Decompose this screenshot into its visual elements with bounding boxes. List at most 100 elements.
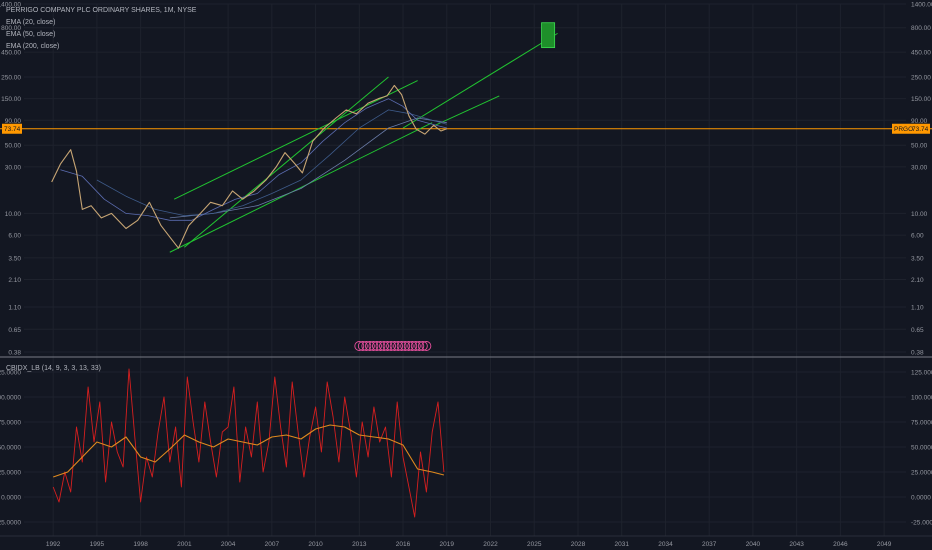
price-line-series xyxy=(51,84,447,249)
xtick-label: 2028 xyxy=(571,541,586,548)
xtick-label: 2034 xyxy=(658,541,673,548)
ytick-label-right: 10.00 xyxy=(911,211,928,218)
ytick-label-left: 0.65 xyxy=(8,327,21,334)
ytick-label-left: 0.38 xyxy=(8,350,21,357)
chart-title: PERRIGO COMPANY PLC ORDINARY SHARES, 1M,… xyxy=(6,7,197,14)
event-marker-circle[interactable] xyxy=(379,341,389,351)
event-marker-circle[interactable] xyxy=(403,341,414,351)
oscillator-pane-grid xyxy=(24,371,906,523)
event-marker-circle[interactable] xyxy=(372,341,382,351)
event-marker-circle[interactable] xyxy=(389,341,400,351)
ytick-label-left: 450.00 xyxy=(1,50,21,57)
oscillator-signal-line xyxy=(53,424,445,478)
xtick-label: 2031 xyxy=(614,541,629,548)
trendline[interactable] xyxy=(402,32,558,129)
time-axis[interactable]: 1992 1995 1998 2001 2004 2007 2010 2013 2016 2019… xyxy=(46,541,892,548)
ema-line xyxy=(60,98,447,221)
osc-ytick-label-left: 100.0000 xyxy=(0,395,21,402)
osc-ytick-label-right: 50.0000 xyxy=(911,445,932,452)
ytick-label-left: 3.50 xyxy=(8,255,21,262)
xtick-label: 2025 xyxy=(527,541,542,548)
event-marker-circle[interactable] xyxy=(400,341,411,351)
osc-ytick-label-left: -25.0000 xyxy=(0,520,21,527)
target-rectangle[interactable] xyxy=(541,22,556,49)
ytick-label-right: 2.10 xyxy=(911,277,924,284)
event-marker-circle[interactable] xyxy=(368,341,379,351)
legend-ema-50[interactable]: EMA (50, close) xyxy=(6,31,55,38)
event-marker-circle[interactable] xyxy=(354,341,365,351)
event-marker-circle[interactable] xyxy=(396,341,407,351)
trendlines[interactable] xyxy=(169,32,558,253)
price-tag-right xyxy=(892,123,930,134)
price-axis-right[interactable]: 1400.00 800.00 450.00 250.00 150.00 90.00 50.0… xyxy=(911,2,932,357)
trendline[interactable] xyxy=(173,80,418,200)
ema-line xyxy=(96,109,447,217)
ytick-label-right: 0.38 xyxy=(911,350,924,357)
osc-ytick-label-left: 50.0000 xyxy=(0,445,21,452)
legend-ema-200[interactable]: EMA (200, close) xyxy=(6,43,59,50)
event-marker-circle[interactable] xyxy=(386,341,397,351)
xtick-label: 2019 xyxy=(440,541,455,548)
ytick-label-right: 50.00 xyxy=(911,143,928,150)
trendline[interactable] xyxy=(434,95,500,126)
trendline[interactable] xyxy=(169,122,433,253)
ytick-label-right: 0.65 xyxy=(911,327,924,334)
price-tag-right-symbol: PRGO xyxy=(894,126,913,133)
ytick-label-left: 30.00 xyxy=(5,164,22,171)
ema-line xyxy=(169,117,447,219)
xtick-label: 2004 xyxy=(221,541,236,548)
ytick-label-right: 800.00 xyxy=(911,25,931,32)
ytick-label-left: 10.00 xyxy=(5,211,22,218)
event-marker-circle[interactable] xyxy=(361,341,372,351)
ytick-label-right: 250.00 xyxy=(911,75,931,82)
xtick-label: 2043 xyxy=(789,541,804,548)
osc-ytick-label-right: 125.0000 xyxy=(911,370,932,377)
xtick-label: 2022 xyxy=(483,541,498,548)
ytick-label-right: 150.00 xyxy=(911,96,931,103)
ytick-label-right: 1.10 xyxy=(911,304,924,311)
event-marker-circle[interactable] xyxy=(414,341,425,351)
trendline[interactable] xyxy=(184,76,389,248)
ytick-label-left: 2.10 xyxy=(8,277,21,284)
event-marker-circle[interactable] xyxy=(421,341,432,351)
target-box[interactable] xyxy=(541,22,556,49)
ytick-label-left: 90.00 xyxy=(5,118,22,125)
ytick-label-right: 450.00 xyxy=(911,50,931,57)
xtick-label: 2001 xyxy=(177,541,192,548)
xtick-label: 2040 xyxy=(746,541,761,548)
osc-ytick-label-left: 75.0000 xyxy=(0,420,21,427)
xtick-label: 2016 xyxy=(396,541,411,548)
osc-ytick-label-right: 100.0000 xyxy=(911,395,932,402)
oscillator-axis-left[interactable]: 125.0000 100.0000 75.0000 50.0000 25.0000 0.0… xyxy=(0,370,21,527)
price-axis-left[interactable]: 1400.00 800.00 450.00 250.00 150.00 90.00 50.0… xyxy=(0,2,21,357)
event-marker-circle[interactable] xyxy=(393,341,404,351)
event-markers[interactable] xyxy=(354,341,432,351)
xtick-label: 2007 xyxy=(265,541,280,548)
ytick-label-left: 150.00 xyxy=(1,96,21,103)
event-marker-circle[interactable] xyxy=(382,341,393,351)
event-marker-circle[interactable] xyxy=(357,341,368,351)
oscillator-title[interactable]: CBIDX_LB (14, 9, 3, 3, 13, 33) xyxy=(6,365,101,372)
ytick-label-left: 50.00 xyxy=(5,143,22,150)
event-marker-circle[interactable] xyxy=(417,341,428,351)
ytick-label-right: 3.50 xyxy=(911,255,924,262)
ytick-label-right: 30.00 xyxy=(911,164,928,171)
ytick-label-left: 800.00 xyxy=(1,25,21,32)
ytick-label-left: 1.10 xyxy=(8,304,21,311)
event-marker-circle[interactable] xyxy=(407,341,418,351)
event-marker-circle[interactable] xyxy=(364,341,375,351)
ytick-label-left: 250.00 xyxy=(1,75,21,82)
oscillator-line xyxy=(52,368,445,518)
legend-ema-20[interactable]: EMA (20, close) xyxy=(6,19,55,26)
ytick-label-left: 1400.00 xyxy=(0,2,21,9)
oscillator-axis-right[interactable]: 125.0000 100.0000 75.0000 50.0000 25.0000 0.0… xyxy=(911,370,932,527)
xtick-label: 2010 xyxy=(308,541,323,548)
xtick-label: 1992 xyxy=(46,541,61,548)
event-marker-circle[interactable] xyxy=(410,341,421,351)
price-series xyxy=(51,84,447,249)
xtick-label: 1998 xyxy=(133,541,148,548)
event-marker-circle[interactable] xyxy=(375,341,386,351)
xtick-label: 2049 xyxy=(877,541,892,548)
xtick-label: 2037 xyxy=(702,541,717,548)
